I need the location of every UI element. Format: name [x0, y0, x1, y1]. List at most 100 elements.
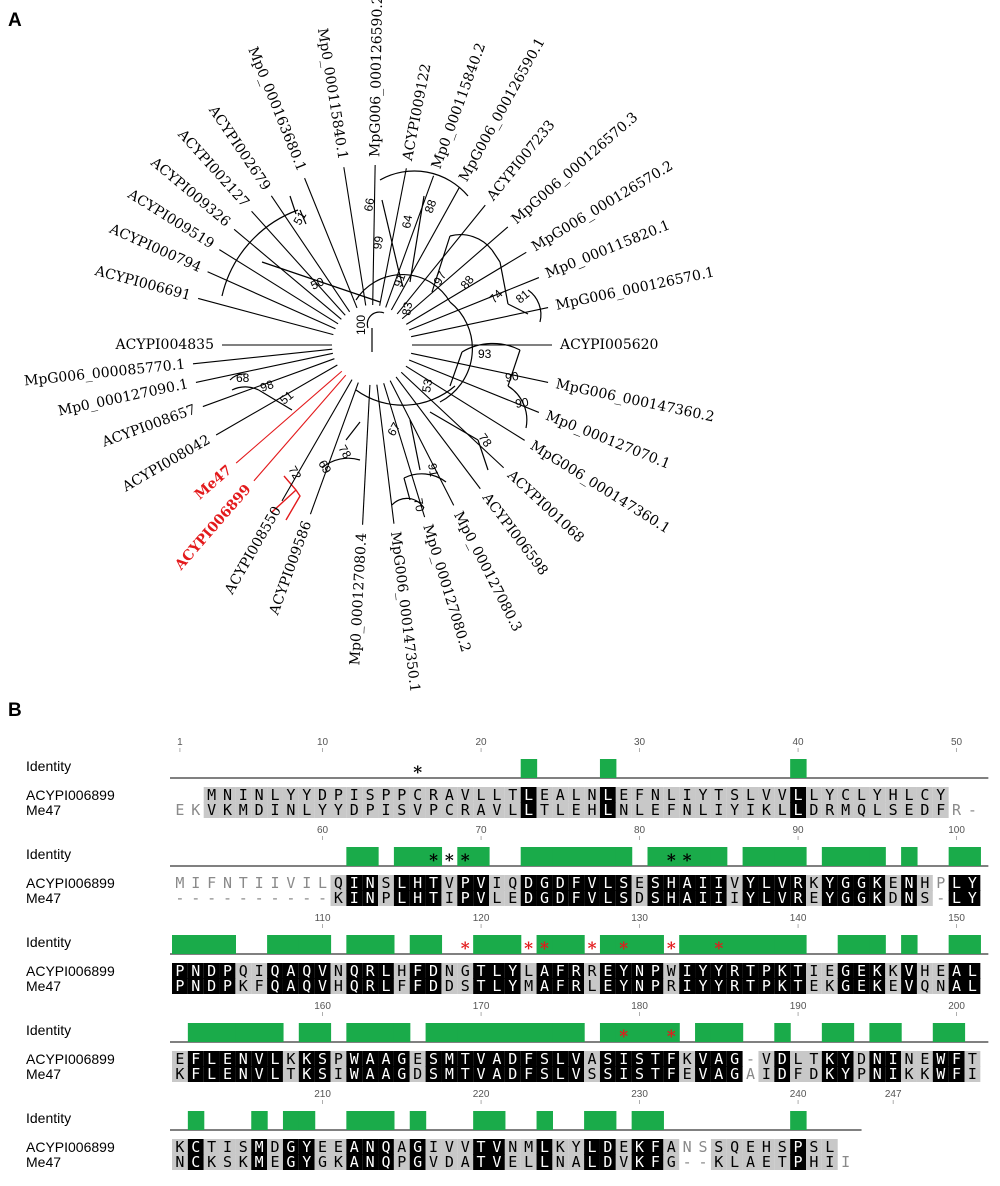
residue-shade [837, 1051, 854, 1067]
residue-shade [314, 1051, 331, 1067]
residue: K [286, 1050, 295, 1068]
residue: L [381, 977, 390, 995]
residue-shade [758, 802, 775, 818]
identity-bar [251, 1111, 268, 1130]
identity-bar [457, 1023, 474, 1042]
identity-bar [615, 847, 633, 866]
residue: A [572, 1153, 581, 1171]
residue-shade [758, 1066, 775, 1082]
residue-shade [615, 802, 632, 818]
residue: K [334, 889, 343, 907]
residue: C [413, 786, 422, 804]
sequence-name-acypi006899: ACYPI006899 [26, 1051, 115, 1067]
residue: G [841, 874, 850, 892]
leaf-branch [406, 251, 527, 325]
residue: L [588, 977, 597, 995]
residue: P [175, 962, 184, 980]
residue: Q [334, 874, 343, 892]
residue-shade [695, 875, 711, 891]
residue-shade [853, 890, 870, 906]
ruler-number: 80 [634, 825, 646, 836]
residue-shade [346, 787, 363, 803]
identity-bar [489, 1111, 506, 1130]
residue-shade [378, 802, 394, 818]
residue: I [381, 801, 390, 819]
residue-shade [520, 1139, 537, 1155]
residue-shade [695, 963, 711, 979]
residue: A [540, 962, 549, 980]
identity-bar [187, 935, 205, 954]
identity-bar [758, 935, 775, 954]
residue: M [524, 1138, 533, 1156]
residue: - [191, 889, 200, 907]
residue-shade [932, 978, 949, 994]
residue: W [936, 1050, 946, 1068]
conserved-site-marker: * [683, 851, 692, 871]
residue: G [413, 1153, 422, 1171]
residue: T [794, 977, 803, 995]
residue: T [477, 1138, 486, 1156]
residue-shade [393, 875, 410, 891]
residue: I [889, 1050, 898, 1068]
residue: P [334, 786, 343, 804]
residue: A [492, 1050, 501, 1068]
identity-bar [615, 935, 633, 954]
residue-shade [504, 978, 521, 994]
residue: R [825, 801, 835, 819]
leaf-branch [192, 348, 333, 365]
residue: A [286, 962, 295, 980]
bootstrap-value: 72 [285, 464, 304, 483]
residue: L [794, 786, 803, 804]
residue: P [381, 786, 390, 804]
residue: V [477, 874, 486, 892]
residue-shade [853, 787, 870, 803]
residue-shade [774, 1066, 791, 1082]
identity-bar [552, 935, 569, 954]
residue: Q [730, 1138, 739, 1156]
identity-bar [409, 847, 427, 866]
residue-shade [520, 1066, 537, 1082]
residue-shade [330, 802, 347, 818]
residue-shade [901, 1066, 917, 1082]
identity-bar [584, 1111, 601, 1130]
residue-shade [314, 802, 331, 818]
residue-shade [520, 1154, 537, 1170]
residue-shade [378, 890, 394, 906]
residue-shade [203, 978, 220, 994]
identity-bar [964, 847, 981, 866]
residue: A [350, 1138, 359, 1156]
residue: G [286, 1153, 295, 1171]
residue: E [825, 962, 834, 980]
residue-shade [362, 802, 379, 818]
residue-shade [663, 787, 680, 803]
identity-bar [552, 847, 569, 866]
residue: P [397, 786, 406, 804]
residue-shade [425, 963, 442, 979]
identity-bar [774, 935, 791, 954]
residue: Q [381, 1153, 390, 1171]
residue: L [302, 801, 311, 819]
residue: S [619, 889, 628, 907]
residue-shade [552, 787, 569, 803]
residue: H [413, 889, 422, 907]
residue: S [714, 1138, 723, 1156]
residue: G [841, 977, 850, 995]
residue: I [683, 962, 692, 980]
residue-shade [362, 890, 379, 906]
identity-bar [409, 1111, 427, 1130]
residue-shade [393, 963, 410, 979]
residue: N [191, 977, 200, 995]
residue-shade [599, 963, 616, 979]
residue: A [445, 786, 454, 804]
residue-shade [298, 802, 315, 818]
residue: K [889, 962, 898, 980]
residue: E [603, 962, 612, 980]
residue-shade [916, 802, 933, 818]
residue: R [730, 962, 740, 980]
residue-shade [441, 1066, 458, 1082]
residue: N [223, 874, 232, 892]
residue: I [271, 874, 280, 892]
residue-shade [378, 963, 394, 979]
residue: L [603, 874, 612, 892]
